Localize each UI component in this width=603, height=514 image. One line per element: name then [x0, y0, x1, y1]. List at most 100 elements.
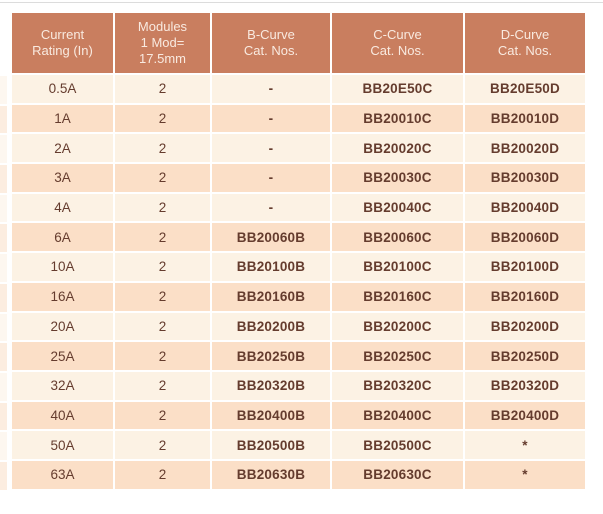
table-cell-d_curve: BB20040D — [465, 193, 585, 222]
edge-band — [0, 224, 7, 253]
table-cell-b_curve: BB20250B — [212, 342, 330, 370]
table-cell-c_curve: BB20030C — [332, 164, 463, 192]
edge-band — [0, 135, 7, 164]
table-cell-modules: 2 — [115, 164, 210, 192]
table-cell-c_curve: BB20320C — [332, 371, 463, 400]
edge-band — [0, 105, 7, 134]
table-cell-d_curve: BB20100D — [465, 253, 585, 281]
table-cell-modules: 2 — [115, 223, 210, 252]
table-cell-modules: 2 — [115, 134, 210, 163]
table-cell-current_rating: 32A — [12, 371, 113, 400]
table-cell-modules: 2 — [115, 104, 210, 133]
table-cell-b_curve: - — [212, 134, 330, 163]
table-cell-b_curve: BB20400B — [212, 401, 330, 430]
column-header-line: Cat. Nos. — [243, 43, 299, 58]
table-row: 3A 2- BB20030C BB20030D — [12, 164, 585, 192]
table-cell-d_curve: BB20010D — [465, 104, 585, 133]
table-body: 0.5A 2- BB20E50C BB20E50D 1A 2- BB20010C BB2001… — [12, 75, 585, 489]
column-header-line: C-Curve — [373, 27, 422, 42]
column-header-modules: Modules 1 Mod= 17.5mm — [115, 13, 210, 73]
table-row: 10A 2 BB20100B BB20100C BB20100D — [12, 253, 585, 281]
table-cell-b_curve: BB20500B — [212, 431, 330, 459]
table-cell-b_curve: - — [212, 193, 330, 222]
table-row: 2A 2- BB20020C BB20020D — [12, 134, 585, 163]
column-header-line: B-Curve — [247, 27, 295, 42]
table-cell-current_rating: 63A — [12, 460, 113, 489]
edge-band — [0, 402, 7, 431]
table-cell-d_curve: BB20320D — [465, 371, 585, 400]
table-cell-modules: 2 — [115, 282, 210, 311]
page-top-edge-line — [0, 2, 603, 3]
table-cell-d_curve: * — [465, 460, 585, 489]
table-cell-modules: 2 — [115, 401, 210, 430]
column-header-line: Rating (In) — [32, 43, 93, 58]
table-cell-current_rating: 25A — [12, 342, 113, 370]
column-header-line: Current — [40, 27, 85, 42]
table-row: 40A 2 BB20400B BB20400C BB20400D — [12, 401, 585, 430]
table-cell-current_rating: 3A — [12, 164, 113, 192]
table-cell-d_curve: BB20030D — [465, 164, 585, 192]
table-cell-modules: 2 — [115, 253, 210, 281]
table-cell-b_curve: BB20630B — [212, 460, 330, 489]
table-cell-modules: 2 — [115, 460, 210, 489]
edge-band — [0, 76, 7, 104]
table-cell-b_curve: BB20060B — [212, 223, 330, 252]
table-row: 63A 2 BB20630B BB20630C * — [12, 460, 585, 489]
table-row: 1A 2- BB20010C BB20010D — [12, 104, 585, 133]
table-cell-modules: 2 — [115, 75, 210, 103]
mcb-spec-table: Current Rating (In) Modules 1 Mod= 17.5mm B-C… — [10, 11, 587, 491]
table-cell-c_curve: BB20160C — [332, 282, 463, 311]
edge-band — [0, 254, 7, 282]
table-cell-b_curve: BB20100B — [212, 253, 330, 281]
table-cell-b_curve: BB20160B — [212, 282, 330, 311]
table-cell-b_curve: BB20320B — [212, 371, 330, 400]
table-row: 32A 2 BB20320B BB20320C BB20320D — [12, 371, 585, 400]
table-row: 4A 2- BB20040C BB20040D — [12, 193, 585, 222]
table-cell-current_rating: 40A — [12, 401, 113, 430]
table-cell-d_curve: BB20160D — [465, 282, 585, 311]
table-cell-modules: 2 — [115, 431, 210, 459]
table-cell-d_curve: BB20250D — [465, 342, 585, 370]
table-cell-c_curve: BB20500C — [332, 431, 463, 459]
column-header-line: Cat. Nos. — [370, 43, 425, 58]
table-cell-c_curve: BB20020C — [332, 134, 463, 163]
column-header-line: 1 Mod= — [140, 35, 185, 50]
column-header-line: Cat. Nos. — [497, 43, 553, 58]
table-cell-current_rating: 0.5A — [12, 75, 113, 103]
table-cell-modules: 2 — [115, 371, 210, 400]
table-cell-current_rating: 10A — [12, 253, 113, 281]
table-cell-modules: 2 — [115, 193, 210, 222]
edge-band — [0, 283, 7, 312]
table-cell-current_rating: 2A — [12, 134, 113, 163]
table-row: 0.5A 2- BB20E50C BB20E50D — [12, 75, 585, 103]
table-cell-d_curve: BB20060D — [465, 223, 585, 252]
column-header-current_rating: Current Rating (In) — [12, 13, 113, 73]
edge-band — [0, 194, 7, 223]
table-row: 25A 2 BB20250B BB20250C BB20250D — [12, 342, 585, 370]
column-header-c_curve: C-Curve Cat. Nos. — [332, 13, 463, 73]
table-row: 50A 2 BB20500B BB20500C * — [12, 431, 585, 459]
table-cell-b_curve: BB20200B — [212, 312, 330, 341]
column-header-line: 17.5mm — [139, 51, 186, 66]
table-header-row: Current Rating (In) Modules 1 Mod= 17.5mm B-C… — [12, 13, 585, 73]
edge-band — [0, 165, 7, 193]
table-cell-d_curve: BB20E50D — [465, 75, 585, 103]
edge-band — [0, 461, 7, 490]
table-cell-d_curve: BB20200D — [465, 312, 585, 341]
edge-band — [0, 313, 7, 342]
table-cell-c_curve: BB20010C — [332, 104, 463, 133]
table-cell-c_curve: BB20630C — [332, 460, 463, 489]
column-header-line: D-Curve — [500, 27, 550, 42]
table-cell-c_curve: BB20100C — [332, 253, 463, 281]
table-cell-d_curve: * — [465, 431, 585, 459]
table-header: Current Rating (In) Modules 1 Mod= 17.5mm B-C… — [12, 13, 585, 73]
edge-band — [0, 343, 7, 371]
edge-band — [0, 432, 7, 460]
table-cell-d_curve: BB20020D — [465, 134, 585, 163]
table-cell-current_rating: 1A — [12, 104, 113, 133]
table-cell-b_curve: - — [212, 104, 330, 133]
table-cell-c_curve: BB20040C — [332, 193, 463, 222]
table-cell-d_curve: BB20400D — [465, 401, 585, 430]
edge-band — [0, 372, 7, 401]
